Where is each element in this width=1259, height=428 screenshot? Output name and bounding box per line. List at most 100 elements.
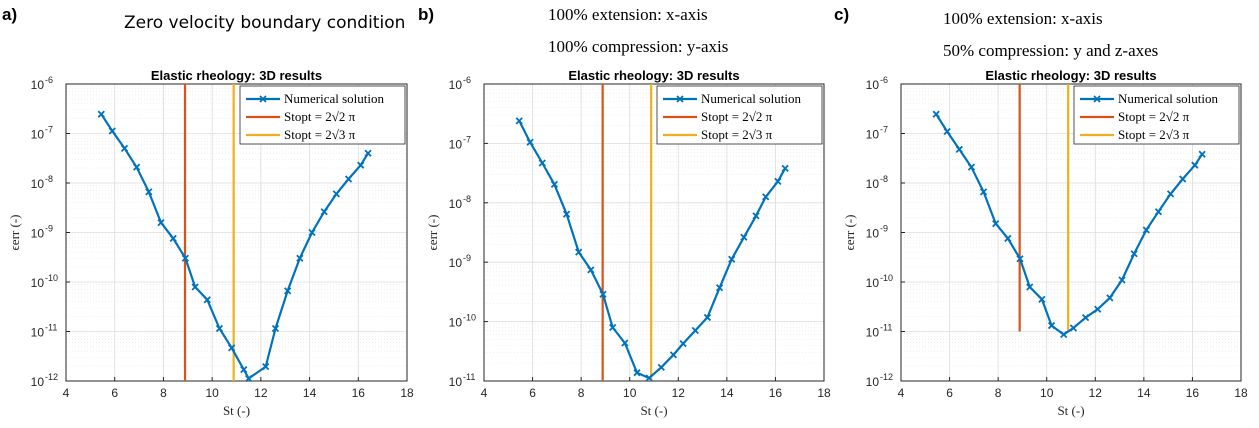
data-point-marker: [781, 164, 789, 172]
data-point-marker: [332, 190, 341, 198]
y-tick-label: 10: [31, 326, 45, 340]
data-point-marker: [344, 175, 353, 183]
y-tick-exponent: -9: [880, 224, 888, 234]
data-point: [943, 127, 951, 136]
data-point-marker: [1154, 208, 1163, 216]
data-point: [979, 188, 988, 196]
data-point: [728, 255, 736, 263]
data-point: [538, 159, 546, 167]
y-tick-label: 10: [31, 227, 45, 241]
data-point-marker: [728, 255, 736, 263]
chart-panel-2: b) 100% extension: x-axis 100% compression…: [418, 5, 831, 418]
data-point: [992, 219, 1000, 228]
data-point: [621, 339, 629, 347]
data-point-marker: [1191, 161, 1199, 169]
x-tick-label: 10: [205, 386, 219, 400]
data-point: [1166, 190, 1175, 198]
x-tick-label: 10: [1040, 386, 1054, 400]
x-axis-label: St (-): [640, 403, 667, 418]
y-tick-label: 10: [31, 177, 45, 191]
data-point-marker: [1130, 250, 1138, 258]
legend: Numerical solution Stopt = 2√2 π Stopt = 2…: [1073, 85, 1240, 145]
data-point-marker: [1060, 330, 1068, 339]
data-point: [145, 188, 153, 196]
data-point: [357, 161, 365, 169]
data-point: [1154, 208, 1163, 216]
data-point: [955, 145, 963, 153]
data-point: [320, 208, 328, 216]
y-tick-exponent: -11: [45, 323, 57, 333]
data-point: [1004, 234, 1012, 243]
data-point: [191, 283, 199, 291]
data-point-marker: [120, 144, 129, 152]
x-tick-label: 4: [898, 386, 905, 400]
y-axis-label: ϵerr (-): [842, 215, 857, 251]
x-tick-label: 14: [303, 386, 317, 400]
data-point: [181, 254, 189, 262]
y-tick-exponent: -7: [45, 125, 53, 135]
data-point-marker: [550, 180, 559, 189]
data-point: [1038, 295, 1046, 303]
data-point-marker: [599, 290, 607, 298]
panel-letter: b): [418, 5, 434, 24]
data-point: [1060, 330, 1068, 339]
data-point: [97, 110, 105, 118]
y-axis-label: ϵerr (-): [425, 215, 440, 251]
legend-label: Numerical solution: [1118, 91, 1219, 106]
y-tick-exponent: -12: [45, 372, 58, 382]
data-point-marker: [633, 369, 641, 377]
data-point: [240, 365, 248, 374]
data-point-marker: [587, 266, 595, 274]
y-tick-label: 10: [866, 227, 880, 241]
legend-label: Stopt = 2√3 π: [701, 127, 773, 142]
y-tick-exponent: -7: [463, 134, 471, 144]
data-point: [562, 210, 571, 218]
data-point-marker: [774, 177, 782, 186]
data-point: [1094, 305, 1102, 313]
legend: Numerical solution Stopt = 2√2 π Stopt = 2…: [239, 85, 406, 145]
data-point-marker: [538, 159, 546, 167]
y-tick-label: 10: [31, 78, 45, 92]
data-point: [1047, 321, 1056, 330]
data-point-marker: [97, 110, 105, 118]
data-point: [1118, 276, 1126, 284]
y-tick-label: 10: [866, 177, 880, 191]
data-point-marker: [157, 218, 165, 227]
y-tick-exponent: -9: [45, 224, 53, 234]
data-point: [108, 127, 116, 135]
data-point-marker: [1038, 295, 1046, 303]
data-point-marker: [932, 110, 940, 118]
y-tick-label: 10: [866, 276, 880, 290]
data-point-marker: [621, 339, 629, 347]
y-tick-label: 10: [449, 78, 463, 92]
data-point-marker: [227, 344, 236, 352]
data-point: [762, 193, 770, 201]
data-point: [132, 163, 141, 171]
data-point-marker: [191, 283, 199, 291]
y-tick-exponent: -6: [463, 75, 471, 85]
data-point: [262, 363, 270, 371]
data-point-marker: [1094, 305, 1102, 313]
data-point-marker: [752, 212, 760, 220]
x-tick-label: 16: [352, 386, 366, 400]
data-point-marker: [979, 188, 988, 196]
data-point-marker: [1069, 324, 1078, 332]
legend-marker: [1093, 95, 1101, 103]
data-point: [1016, 255, 1024, 263]
y-tick-label: 10: [866, 326, 880, 340]
axes-frame: [483, 83, 825, 382]
x-tick-label: 12: [672, 386, 686, 400]
data-point: [645, 374, 653, 382]
y-axis-label: ϵerr (-): [7, 215, 22, 251]
data-point: [609, 323, 617, 332]
data-point: [587, 266, 595, 274]
data-point: [669, 351, 678, 359]
panel-caption: 50% compression: y and z-axes: [943, 41, 1158, 60]
data-point-marker: [271, 324, 280, 333]
data-point: [967, 163, 976, 171]
data-point-marker: [284, 287, 292, 295]
data-point-marker: [609, 323, 617, 332]
data-point-marker: [169, 234, 177, 243]
series-line-numerical-solution: [518, 120, 787, 380]
